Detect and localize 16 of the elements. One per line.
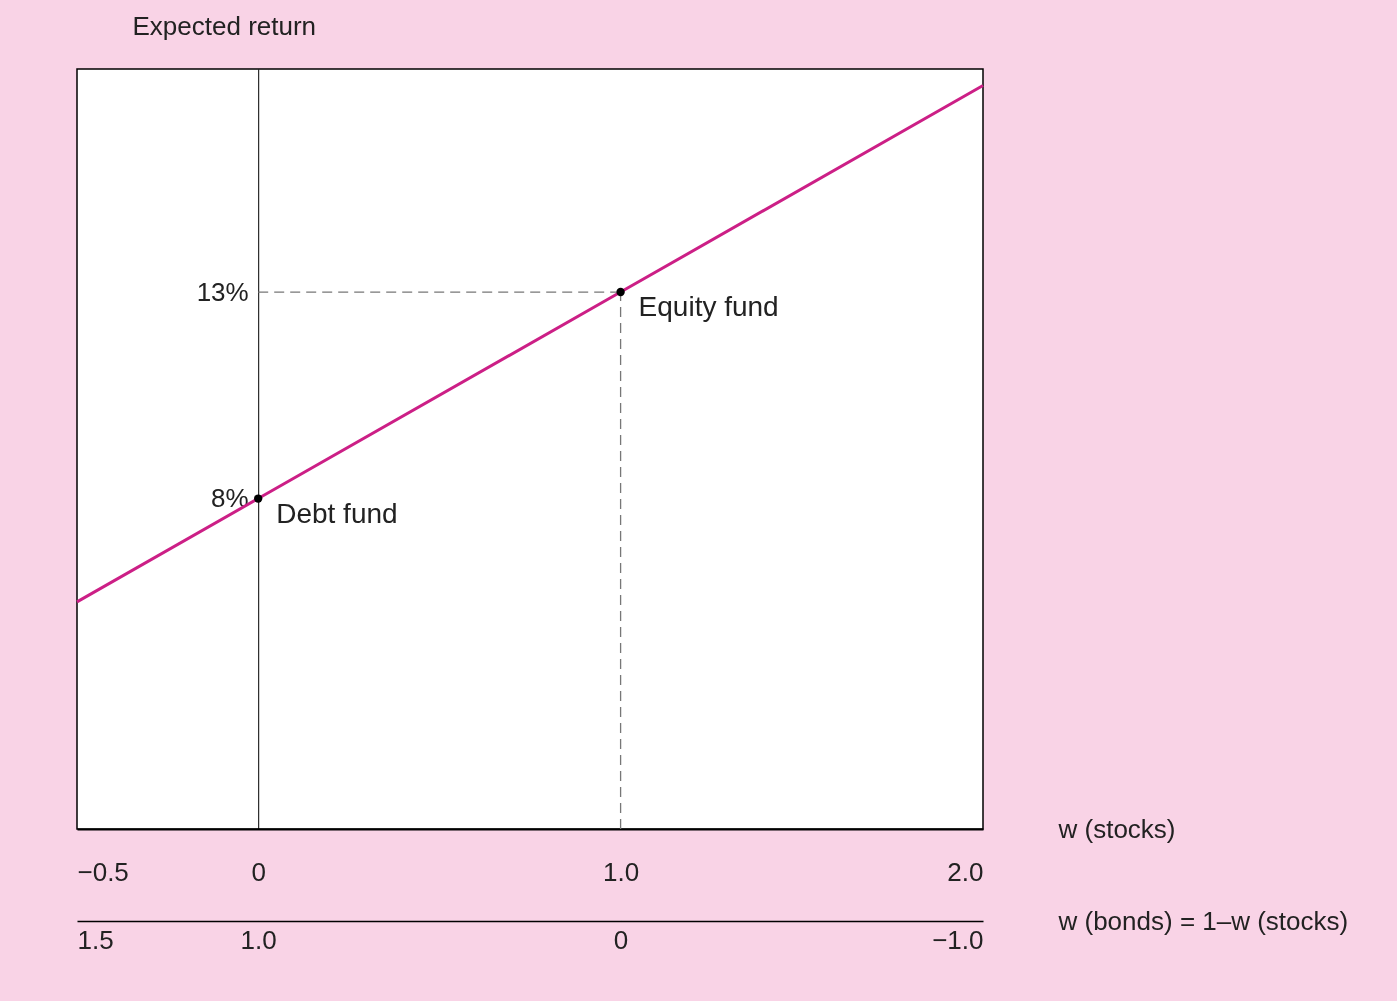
x2-tick-label: 0 [613,924,629,955]
x2-tick-label: 1.0 [240,924,277,955]
x2-tick-label: −1.0 [932,924,984,955]
y-tick-label: 8% [211,483,249,514]
x2-tick-label: 1.5 [77,924,114,955]
x2-axis-title: w (bonds) = 1–w (stocks) [1057,905,1349,936]
line-series [75,84,985,604]
y-tick-label: 13% [196,276,249,307]
y-axis-title: Expected return [132,10,317,41]
annotation: Equity fund [638,291,779,323]
x-tick-label: −0.5 [77,856,129,887]
x-axis-title: w (stocks) [1057,813,1176,844]
annotation: Debt fund [276,497,398,529]
x-tick-label: 2.0 [947,856,984,887]
x-tick-label: 1.0 [603,856,640,887]
x-tick-label: 0 [251,856,266,887]
